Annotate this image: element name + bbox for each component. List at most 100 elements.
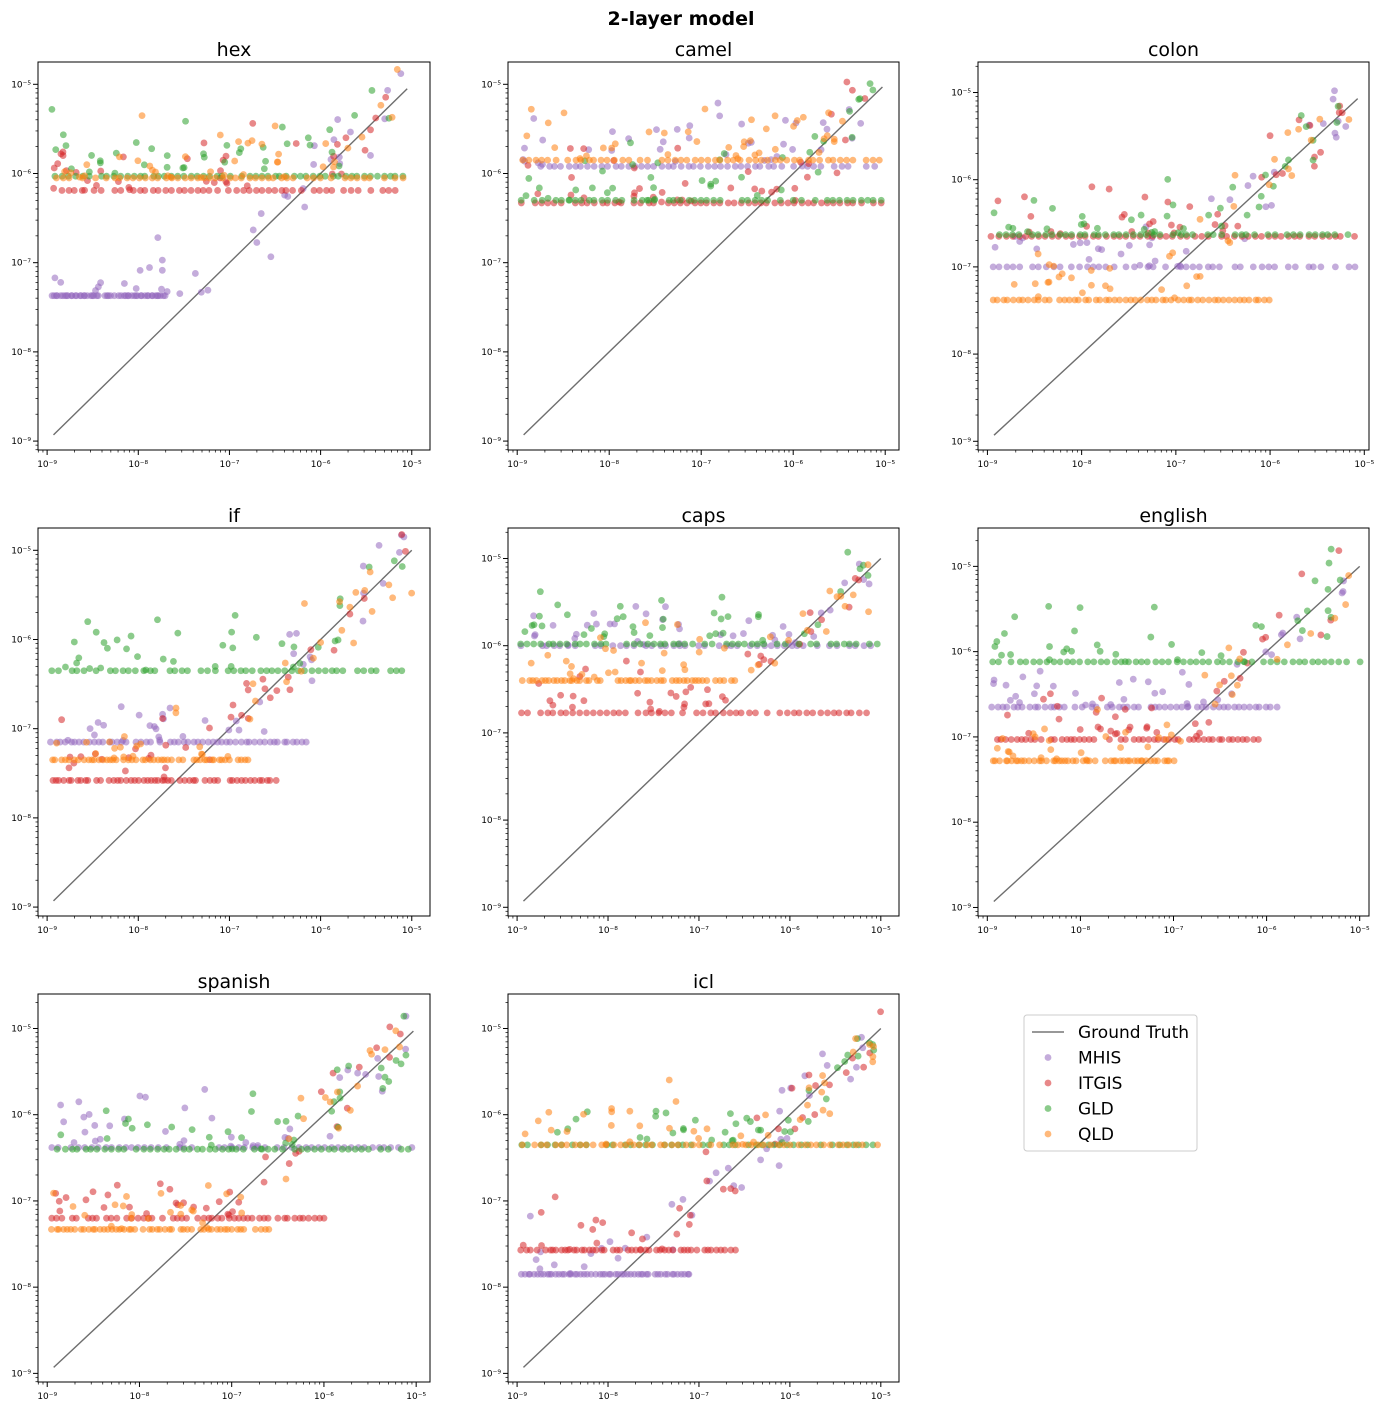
data-point: [134, 1214, 142, 1222]
y-tick-label: 10⁻⁸: [481, 1283, 501, 1293]
data-point: [1020, 757, 1028, 765]
data-point: [537, 1208, 545, 1216]
data-point: [305, 1214, 312, 1222]
data-point: [1252, 622, 1260, 629]
data-point: [135, 777, 143, 784]
data-point: [583, 709, 590, 717]
data-point: [274, 1118, 281, 1125]
data-point: [148, 145, 156, 153]
data-point: [616, 602, 624, 610]
data-point: [1265, 181, 1273, 189]
data-point: [1218, 222, 1225, 230]
data-point: [118, 1225, 126, 1233]
data-point: [1186, 658, 1194, 666]
data-point: [1266, 703, 1274, 711]
data-point: [1302, 123, 1310, 131]
data-point: [1034, 293, 1042, 301]
data-point: [729, 632, 737, 640]
legend-label: MHIS: [1078, 1049, 1121, 1069]
data-point: [238, 1209, 246, 1217]
data-point: [1243, 211, 1251, 219]
data-point: [537, 640, 545, 648]
data-point: [1096, 296, 1104, 304]
data-point: [1026, 703, 1034, 711]
data-point: [1273, 655, 1281, 663]
data-point: [1266, 132, 1274, 140]
data-point: [564, 156, 572, 164]
data-point: [590, 196, 598, 204]
data-point: [316, 174, 324, 182]
data-point: [1331, 263, 1339, 271]
data-point: [397, 1060, 405, 1068]
series-ITGIS: [518, 575, 870, 717]
data-point: [129, 752, 137, 760]
data-point: [398, 531, 406, 538]
data-point: [333, 1066, 341, 1074]
data-point: [102, 174, 110, 182]
data-point: [693, 1246, 701, 1254]
data-point: [999, 735, 1006, 742]
data-point: [166, 704, 174, 712]
data-point: [757, 1126, 765, 1134]
data-point: [278, 123, 286, 131]
data-point: [330, 163, 337, 171]
data-point: [762, 1111, 769, 1119]
legend-label: Ground Truth: [1078, 1023, 1189, 1043]
data-point: [1065, 296, 1073, 304]
data-point: [1280, 658, 1288, 666]
data-point: [119, 1202, 127, 1210]
x-tick-label: 10⁻⁸: [128, 926, 148, 936]
data-point: [140, 1145, 148, 1153]
data-point: [661, 640, 669, 648]
data-point: [162, 764, 169, 772]
data-point: [789, 146, 797, 153]
data-point: [830, 709, 838, 717]
data-point: [606, 1238, 614, 1246]
data-point: [585, 196, 593, 204]
data-point: [233, 187, 241, 194]
y-tick-label: 10⁻⁹: [11, 437, 31, 447]
data-point: [317, 639, 325, 646]
data-point: [759, 636, 767, 644]
data-point: [659, 624, 666, 631]
y-tick-label: 10⁻⁹: [481, 903, 501, 913]
data-point: [1213, 687, 1221, 695]
data-point: [386, 1053, 393, 1061]
data-point: [1255, 736, 1262, 743]
data-point: [1182, 263, 1190, 271]
data-point: [865, 580, 873, 588]
data-point: [99, 738, 107, 746]
data-point: [683, 156, 691, 164]
ground-truth-line: [53, 1030, 414, 1368]
data-point: [1056, 658, 1064, 666]
data-point: [81, 1211, 89, 1219]
data-point: [70, 187, 78, 194]
axes-frame: [977, 61, 1370, 451]
data-point: [142, 1093, 149, 1101]
data-point: [538, 156, 546, 164]
data-point: [285, 1135, 293, 1143]
data-point: [712, 709, 719, 717]
data-point: [552, 1141, 560, 1149]
data-point: [1209, 263, 1217, 271]
data-point: [699, 709, 707, 717]
data-point: [576, 677, 584, 684]
data-point: [75, 738, 83, 746]
data-point: [661, 1141, 669, 1149]
data-point: [719, 629, 727, 637]
data-point: [1356, 658, 1364, 666]
data-point: [849, 1048, 857, 1056]
data-point: [179, 733, 187, 740]
data-point: [521, 1130, 529, 1138]
data-point: [609, 128, 616, 136]
data-point: [702, 1148, 710, 1156]
data-point: [285, 1160, 293, 1167]
series-GLD: [990, 102, 1352, 239]
data-point: [590, 610, 598, 617]
data-point: [1258, 623, 1265, 631]
data-point: [778, 162, 786, 170]
data-point: [809, 709, 817, 717]
data-point: [1262, 203, 1270, 211]
data-point: [253, 187, 260, 194]
data-point: [730, 199, 738, 207]
